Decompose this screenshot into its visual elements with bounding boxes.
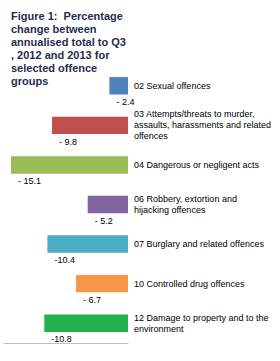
svg-text:-10.4: -10.4 — [54, 255, 75, 265]
svg-text:offences: offences — [134, 131, 168, 141]
svg-text:03 Attempts/threats to murder,: 03 Attempts/threats to murder, — [134, 109, 257, 119]
svg-text:- 2.4: - 2.4 — [116, 97, 134, 107]
svg-text:hijacking offences: hijacking offences — [134, 205, 206, 215]
svg-text:environment: environment — [134, 324, 184, 334]
svg-text:06 Robbery, extortion and: 06 Robbery, extortion and — [134, 194, 239, 204]
svg-text:-10.8: -10.8 — [51, 334, 72, 344]
svg-text:assaults, harassments and rela: assaults, harassments and related — [134, 120, 274, 130]
svg-text:02 Sexual offences: 02 Sexual offences — [134, 81, 211, 91]
svg-text:- 5.2: - 5.2 — [95, 216, 113, 226]
svg-text:- 9.8: - 9.8 — [59, 137, 77, 147]
svg-text:04 Dangerous or negligent acts: 04 Dangerous or negligent acts — [134, 160, 260, 170]
svg-text:groups: groups — [11, 75, 48, 87]
svg-text:07 Burglary and related offenc: 07 Burglary and related offences — [134, 239, 264, 249]
svg-text:- 6.7: - 6.7 — [83, 295, 101, 305]
svg-text:annualised total to Q3: annualised total to Q3 — [11, 36, 126, 48]
svg-text:12 Damage to property and to t: 12 Damage to property and to the — [134, 313, 271, 323]
svg-text:Figure 1: Percentage: Figure 1: Percentage — [11, 10, 126, 22]
svg-text:- 15.1: - 15.1 — [18, 176, 41, 186]
svg-text:, 2012 and 2013 for: , 2012 and 2013 for — [11, 49, 113, 61]
svg-text:change between: change between — [11, 23, 100, 35]
svg-text:selected offence: selected offence — [11, 62, 100, 74]
svg-text:10 Controlled drug offences: 10 Controlled drug offences — [134, 279, 245, 289]
